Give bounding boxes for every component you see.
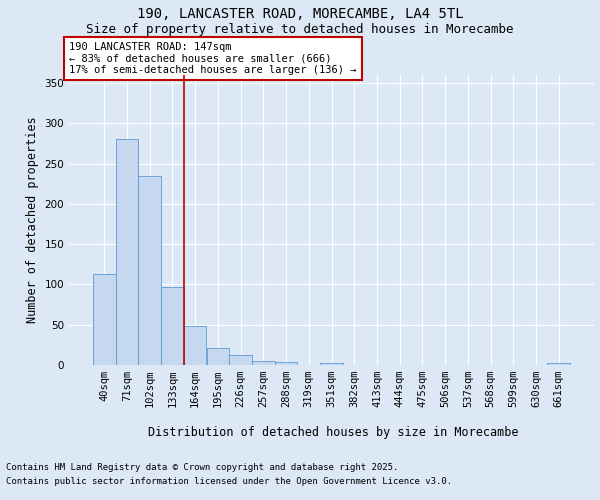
Text: Distribution of detached houses by size in Morecambe: Distribution of detached houses by size … <box>148 426 518 439</box>
Text: Size of property relative to detached houses in Morecambe: Size of property relative to detached ho… <box>86 22 514 36</box>
Y-axis label: Number of detached properties: Number of detached properties <box>26 116 39 324</box>
Bar <box>252 361 275 365</box>
Bar <box>184 326 206 365</box>
Bar <box>275 362 298 365</box>
Bar <box>206 348 229 365</box>
Text: Contains HM Land Registry data © Crown copyright and database right 2025.: Contains HM Land Registry data © Crown c… <box>6 464 398 472</box>
Bar <box>229 354 252 365</box>
Bar <box>320 364 343 365</box>
Bar <box>93 274 116 365</box>
Bar <box>139 176 161 365</box>
Bar <box>161 287 184 365</box>
Bar <box>547 364 570 365</box>
Text: 190 LANCASTER ROAD: 147sqm
← 83% of detached houses are smaller (666)
17% of sem: 190 LANCASTER ROAD: 147sqm ← 83% of deta… <box>69 42 356 75</box>
Text: 190, LANCASTER ROAD, MORECAMBE, LA4 5TL: 190, LANCASTER ROAD, MORECAMBE, LA4 5TL <box>137 8 463 22</box>
Bar <box>116 140 139 365</box>
Text: Contains public sector information licensed under the Open Government Licence v3: Contains public sector information licen… <box>6 477 452 486</box>
